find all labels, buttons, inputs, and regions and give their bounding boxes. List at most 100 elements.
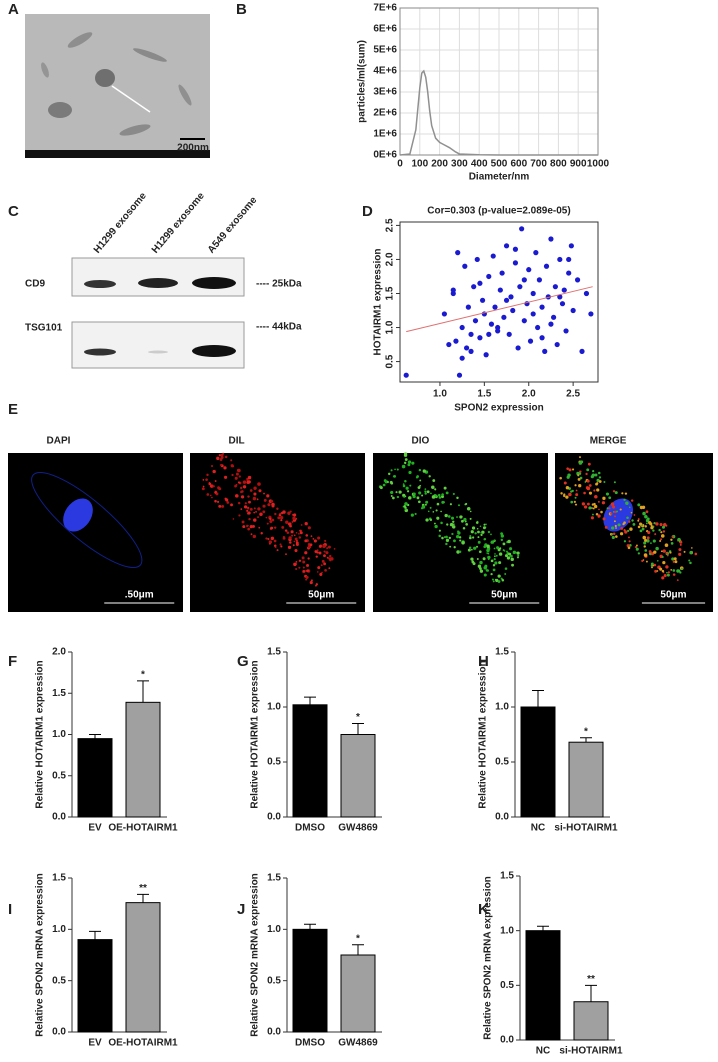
vesicle (643, 545, 646, 548)
vesicle (253, 507, 256, 510)
blot-row-label: CD9 (25, 279, 45, 290)
vesicle (665, 524, 668, 527)
vesicle (206, 493, 210, 496)
vesicle (497, 574, 501, 578)
vesicle (676, 569, 680, 573)
vesicle (492, 580, 495, 583)
panel-label: A (8, 1, 19, 18)
vesicle (319, 572, 323, 576)
x-tick-label: 800 (550, 159, 567, 170)
point (548, 236, 554, 242)
error-bar (352, 944, 364, 955)
vesicle (288, 536, 292, 540)
vesicle (421, 505, 426, 509)
vesicle (299, 531, 303, 535)
vesicle (313, 539, 317, 543)
point (508, 294, 514, 300)
error-bar (585, 984, 597, 1002)
point (503, 297, 510, 303)
chart-title: Cor=0.303 (p-value=2.089e-05) (427, 206, 570, 217)
vesicle (247, 480, 251, 484)
vesicle (659, 567, 663, 571)
vesicle (689, 561, 692, 565)
vesicle (302, 560, 306, 564)
vesicle (471, 536, 475, 539)
y-tick-label: 1.0 (385, 320, 396, 334)
x-tick-label: 300 (451, 159, 468, 170)
vesicle (202, 485, 205, 488)
point (539, 335, 545, 341)
vesicle (581, 502, 586, 506)
y-tick-label: 0.0 (500, 1035, 514, 1046)
vesicle (436, 516, 440, 520)
vesicle (244, 502, 247, 505)
vesicle (256, 498, 259, 501)
vesicle (660, 550, 663, 553)
vesicle (628, 536, 630, 539)
point (517, 284, 523, 290)
vesicle (655, 522, 659, 526)
vesicle (321, 571, 323, 574)
vesicle (612, 505, 616, 509)
y-tick-label: 4E+6 (373, 66, 397, 77)
vesicle (247, 527, 251, 531)
vesicle (596, 482, 599, 485)
vesicle (224, 455, 228, 459)
vesicle (487, 530, 491, 534)
vesicle (631, 519, 634, 522)
vesicle (411, 461, 415, 465)
vesicle (498, 552, 503, 556)
vesicle (234, 476, 238, 480)
x-axis-label: Diameter/nm (469, 172, 530, 183)
nucleus (63, 498, 93, 532)
significance-label: * (141, 670, 145, 681)
vesicle (416, 475, 419, 478)
vesicle (477, 536, 480, 539)
vesicle (265, 537, 268, 540)
vesicle (602, 517, 606, 521)
vesicle (293, 534, 296, 537)
vesicle (266, 522, 269, 525)
vesicle (588, 484, 592, 487)
vesicle (566, 467, 569, 470)
vesicle (390, 495, 393, 498)
vesicle (237, 468, 241, 473)
vesicle (689, 551, 693, 555)
vesicle (451, 516, 455, 520)
vesicle (665, 552, 668, 555)
point (474, 256, 480, 263)
vesicle (565, 495, 569, 499)
point (543, 263, 550, 269)
point (570, 307, 576, 314)
channel-label: DIO (412, 436, 430, 447)
x-tick-label: GW4869 (338, 1038, 378, 1049)
vesicle (584, 481, 587, 483)
vesicle (644, 549, 648, 552)
vesicle (245, 524, 249, 528)
vesicle (404, 502, 408, 506)
vesicle (611, 533, 614, 536)
point (462, 263, 468, 269)
vesicle (661, 576, 665, 580)
vesicle (425, 500, 429, 504)
error-bar (352, 723, 364, 735)
vesicle (461, 519, 464, 523)
vesicle (650, 526, 654, 530)
y-tick-label: 0.5 (385, 354, 396, 368)
vesicle (597, 471, 601, 475)
vesicle (506, 556, 511, 560)
y-axis-label: Relative SPON2 mRNA expression (483, 876, 494, 1040)
vesicle (309, 581, 313, 585)
point (495, 324, 501, 331)
vesicle (287, 511, 291, 515)
y-tick-label: 6E+6 (373, 24, 397, 35)
vesicle (270, 499, 274, 503)
vesicle (274, 512, 277, 516)
y-tick-label: 1.0 (267, 702, 281, 713)
vesicle (211, 496, 213, 499)
vesicle (209, 494, 212, 497)
x-tick-label: OE-HOTAIRM1 (108, 823, 178, 834)
vesicle (431, 485, 435, 490)
vesicle (663, 573, 667, 578)
scale-bar-label: 200nm (177, 143, 209, 154)
